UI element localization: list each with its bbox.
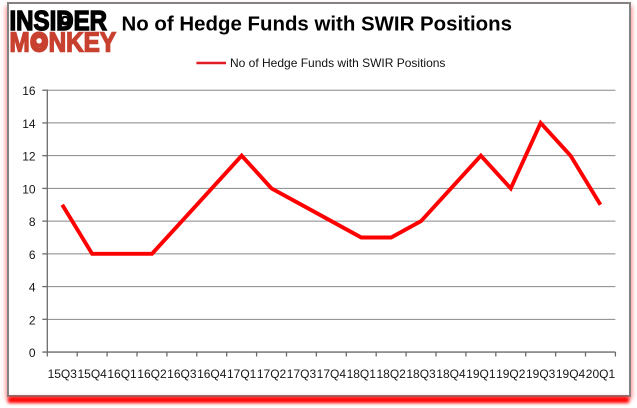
svg-text:17Q4: 17Q4 (317, 367, 347, 381)
svg-text:14: 14 (22, 117, 36, 131)
svg-text:2: 2 (29, 313, 36, 327)
svg-text:No of Hedge Funds with SWIR Po: No of Hedge Funds with SWIR Positions (230, 56, 445, 70)
svg-text:10: 10 (22, 182, 36, 196)
svg-text:17Q1: 17Q1 (227, 367, 257, 381)
svg-text:16Q2: 16Q2 (137, 367, 167, 381)
svg-text:18Q4: 18Q4 (436, 367, 466, 381)
svg-text:19Q3: 19Q3 (526, 367, 556, 381)
svg-text:17Q3: 17Q3 (287, 367, 317, 381)
svg-text:8: 8 (29, 215, 36, 229)
svg-text:MONKEY: MONKEY (10, 27, 117, 58)
svg-text:20Q1: 20Q1 (586, 367, 616, 381)
svg-text:17Q2: 17Q2 (257, 367, 287, 381)
svg-text:No of Hedge Funds with SWIR Po: No of Hedge Funds with SWIR Positions (122, 13, 513, 36)
svg-text:0: 0 (29, 346, 36, 360)
svg-text:INSIDER: INSIDER (10, 5, 108, 36)
svg-text:4: 4 (29, 281, 36, 295)
svg-text:19Q4: 19Q4 (556, 367, 586, 381)
svg-text:18Q3: 18Q3 (406, 367, 436, 381)
svg-text:19Q2: 19Q2 (496, 367, 526, 381)
svg-text:16Q4: 16Q4 (197, 367, 227, 381)
svg-text:19Q1: 19Q1 (466, 367, 496, 381)
svg-text:18Q1: 18Q1 (347, 367, 377, 381)
svg-text:16Q3: 16Q3 (167, 367, 197, 381)
svg-text:15Q3: 15Q3 (48, 367, 78, 381)
svg-text:6: 6 (29, 248, 36, 262)
svg-text:18Q2: 18Q2 (376, 367, 406, 381)
svg-text:16Q1: 16Q1 (107, 367, 137, 381)
svg-text:16: 16 (22, 84, 36, 98)
svg-text:15Q4: 15Q4 (77, 367, 107, 381)
svg-text:12: 12 (22, 150, 36, 164)
